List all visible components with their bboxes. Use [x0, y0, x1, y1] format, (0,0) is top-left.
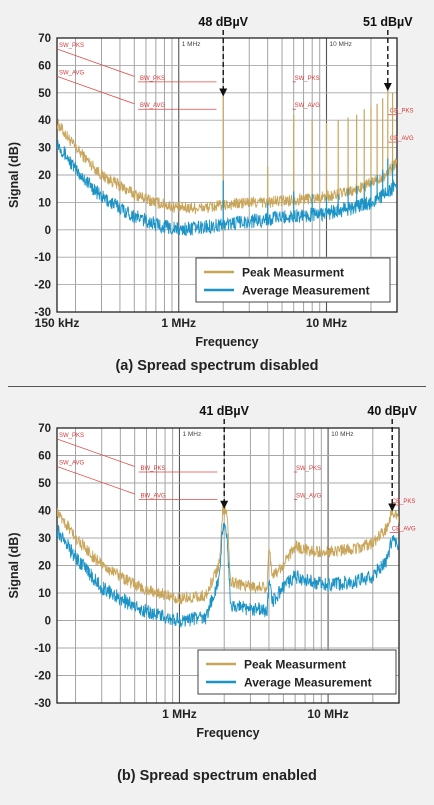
annotation-arrowhead: [220, 500, 229, 509]
chart-panel-b: SW_PKS SW_AVG BW_PKS BW_AVG SW_PKS SW_AVG CB_P…: [0, 390, 434, 802]
y-tick-label: 50: [38, 88, 51, 100]
y-tick-label: 60: [38, 451, 51, 463]
limit-line: [57, 438, 135, 467]
y-tick-label: 40: [38, 115, 51, 127]
y-tick-label: -30: [34, 307, 51, 319]
caption-a: (a) Spread spectrum disabled: [115, 358, 319, 374]
limit-label: SW_PKS: [59, 433, 84, 439]
y-tick-label: 20: [38, 561, 51, 573]
y-axis-title: Signal (dB): [7, 533, 21, 599]
y-tick-label: -20: [34, 280, 51, 292]
limit-label: CB_AVG: [390, 136, 414, 142]
y-tick-label: 50: [38, 478, 51, 490]
series: [57, 90, 397, 237]
annotation-arrowhead: [383, 83, 392, 92]
series: [57, 504, 399, 628]
limit-label: SW_AVG: [59, 461, 85, 467]
y-axis-title: Signal (dB): [7, 142, 21, 208]
series-line-average: [57, 523, 399, 628]
x-axis-title: Frequency: [195, 335, 258, 349]
x-tick-label: 10 MHz: [306, 316, 347, 330]
x-axis-title: Frequency: [196, 726, 259, 740]
legend-box: [197, 649, 397, 695]
inplot-marker-label: 10 MHz: [330, 41, 352, 48]
limit-line: [57, 466, 135, 495]
inplot-marker-label: 1 MHz: [182, 41, 201, 48]
limit-label: CB_PKS: [390, 109, 414, 115]
annotation-arrowhead: [219, 88, 228, 97]
annotation-label: 51 dBµV: [363, 15, 413, 29]
legend-label: Average Measurement: [242, 284, 370, 298]
annotation-label: 40 dBµV: [367, 404, 417, 418]
limit-label: SW_AVG: [59, 70, 85, 76]
series-line-peak: [57, 504, 399, 605]
limit-line: [57, 48, 135, 77]
x-tick-label: 1 MHz: [162, 707, 197, 721]
y-tick-label: 0: [45, 616, 51, 628]
y-tick-label: 60: [38, 60, 51, 72]
y-tick-label: -10: [34, 643, 51, 655]
y-tick-label: 10: [38, 588, 51, 600]
limit-label: SW_AVG: [296, 494, 322, 500]
y-tick-label: -20: [34, 671, 51, 683]
limit-label: BW_PKS: [140, 466, 165, 472]
inplot-marker-label: 1 MHz: [182, 431, 201, 438]
limit-label: SW_PKS: [59, 43, 84, 49]
annotation-label: 41 dBµV: [199, 404, 249, 418]
legend: Peak Measurment Average Measurement: [197, 649, 397, 695]
caption-b: (b) Spread spectrum enabled: [117, 768, 317, 784]
legend: Peak Measurment Average Measurement: [195, 257, 391, 303]
chart-b-svg: SW_PKS SW_AVG BW_PKS BW_AVG SW_PKS SW_AVG CB_P…: [7, 404, 418, 740]
chart-a-svg: SW_PKS SW_AVG BW_PKS BW_AVG SW_PKS SW_AVG CB_P…: [7, 15, 414, 349]
limit-lines: [57, 438, 399, 533]
y-tick-label: 0: [45, 225, 51, 237]
limit-lines: [57, 48, 397, 143]
y-tick-label: -10: [34, 252, 51, 264]
x-tick-label: 10 MHz: [307, 707, 348, 721]
y-tick-label: 70: [38, 33, 51, 45]
y-tick-label: 10: [38, 197, 51, 209]
y-tick-label: 30: [38, 533, 51, 545]
y-tick-label: 30: [38, 143, 51, 155]
inplot-marker-label: 10 MHz: [331, 431, 353, 438]
y-tick-label: 70: [38, 423, 51, 435]
annotation-label: 48 dBµV: [198, 15, 248, 29]
y-tick-label: 40: [38, 506, 51, 518]
limit-label: BW_AVG: [140, 103, 166, 109]
legend-label: Peak Measurment: [242, 266, 344, 280]
limit-label: SW_AVG: [295, 103, 321, 109]
limit-label: BW_PKS: [140, 76, 165, 82]
series-line-average: [57, 140, 397, 237]
y-tick-label: 20: [38, 170, 51, 182]
annotation-arrowhead: [388, 503, 397, 512]
limit-label: SW_PKS: [295, 76, 320, 82]
panel-divider: [8, 386, 426, 387]
plot-frame: [56, 427, 400, 704]
x-tick-label: 1 MHz: [161, 316, 196, 330]
legend-label: Peak Measurment: [244, 658, 346, 672]
chart-panel-a: SW_PKS SW_AVG BW_PKS BW_AVG SW_PKS SW_AVG CB_P…: [0, 0, 434, 384]
limit-label: CB_PKS: [392, 499, 416, 505]
legend-box: [195, 257, 391, 303]
series-line-peak: [57, 118, 397, 215]
limit-line: [57, 75, 135, 105]
x-tick-label: 150 kHz: [35, 316, 80, 330]
limit-label: SW_PKS: [296, 466, 321, 472]
legend-label: Average Measurement: [244, 676, 372, 690]
y-tick-label: -30: [34, 698, 51, 710]
limit-label: BW_AVG: [140, 494, 166, 500]
limit-label: CB_AVG: [392, 527, 416, 533]
plot-frame: [56, 37, 398, 313]
